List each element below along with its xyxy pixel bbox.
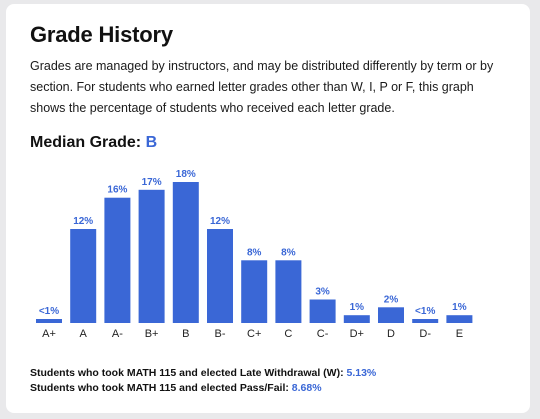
x-tick-label: A bbox=[80, 328, 88, 340]
x-tick-label: B+ bbox=[145, 328, 159, 340]
pass-fail-line: Students who took MATH 115 and elected P… bbox=[30, 381, 376, 396]
bar-C- bbox=[309, 299, 336, 323]
x-tick-label: C bbox=[284, 328, 292, 340]
bar-value-label: 12% bbox=[210, 216, 230, 227]
x-tick-label: C+ bbox=[247, 328, 261, 340]
x-tick-label: A+ bbox=[42, 328, 56, 340]
late-withdrawal-line: Students who took MATH 115 and elected L… bbox=[30, 366, 376, 381]
bar-value-label: 1% bbox=[350, 302, 365, 313]
bar-A+ bbox=[36, 319, 62, 323]
grade-distribution-chart: <1% A+ 12% A 16% A- 17% B+ 18% B 12% B- 8% C+ 8% C 3% C- 1… bbox=[36, 169, 473, 340]
bar-value-label: <1% bbox=[39, 306, 59, 317]
election-footer: Students who took MATH 115 and elected L… bbox=[30, 366, 376, 396]
bar-value-label: 18% bbox=[176, 169, 196, 180]
pass-fail-value: 8.68% bbox=[291, 382, 322, 394]
bar-E bbox=[446, 315, 473, 323]
x-tick-label: C- bbox=[317, 328, 329, 340]
x-tick-label: E bbox=[456, 328, 463, 340]
bar-value-label: 16% bbox=[107, 185, 127, 196]
bar-B+ bbox=[138, 189, 165, 323]
bar-value-label: 12% bbox=[73, 216, 93, 227]
bar-value-label: 17% bbox=[142, 177, 162, 188]
x-tick-label: D- bbox=[419, 328, 431, 340]
bar-value-label: 3% bbox=[315, 287, 330, 298]
median-grade-value: B bbox=[145, 134, 158, 151]
bar-B- bbox=[207, 229, 233, 323]
median-grade: Median Grade: B bbox=[30, 134, 157, 152]
x-tick-label: D+ bbox=[350, 328, 364, 340]
median-grade-label: Median Grade: bbox=[30, 134, 142, 151]
x-tick-label: D bbox=[387, 328, 395, 340]
bar-value-label: 8% bbox=[281, 247, 296, 258]
grade-description: Grades are managed by instructors, and m… bbox=[30, 59, 494, 115]
bar-value-label: 1% bbox=[452, 302, 467, 313]
x-tick-label: B bbox=[182, 328, 189, 340]
bar-C bbox=[275, 260, 302, 323]
bar-D bbox=[378, 307, 404, 323]
pass-fail-label: Students who took MATH 115 and elected P… bbox=[30, 382, 289, 394]
bar-D+ bbox=[343, 315, 370, 323]
bar-A bbox=[70, 229, 97, 323]
page-title: Grade History bbox=[30, 22, 173, 47]
x-tick-label: A- bbox=[112, 328, 123, 340]
x-tick-label: B- bbox=[215, 328, 226, 340]
bar-C+ bbox=[241, 260, 268, 323]
grade-history-card: Grade History Grades are managed by inst… bbox=[6, 4, 530, 413]
late-withdrawal-label: Students who took MATH 115 and elected L… bbox=[30, 367, 344, 379]
bar-B bbox=[172, 182, 199, 323]
bar-value-label: <1% bbox=[415, 306, 435, 317]
bar-A- bbox=[104, 197, 131, 323]
bar-D- bbox=[412, 319, 439, 323]
bar-value-label: 8% bbox=[247, 247, 262, 258]
bar-value-label: 2% bbox=[384, 294, 399, 305]
late-withdrawal-value: 5.13% bbox=[346, 367, 377, 379]
